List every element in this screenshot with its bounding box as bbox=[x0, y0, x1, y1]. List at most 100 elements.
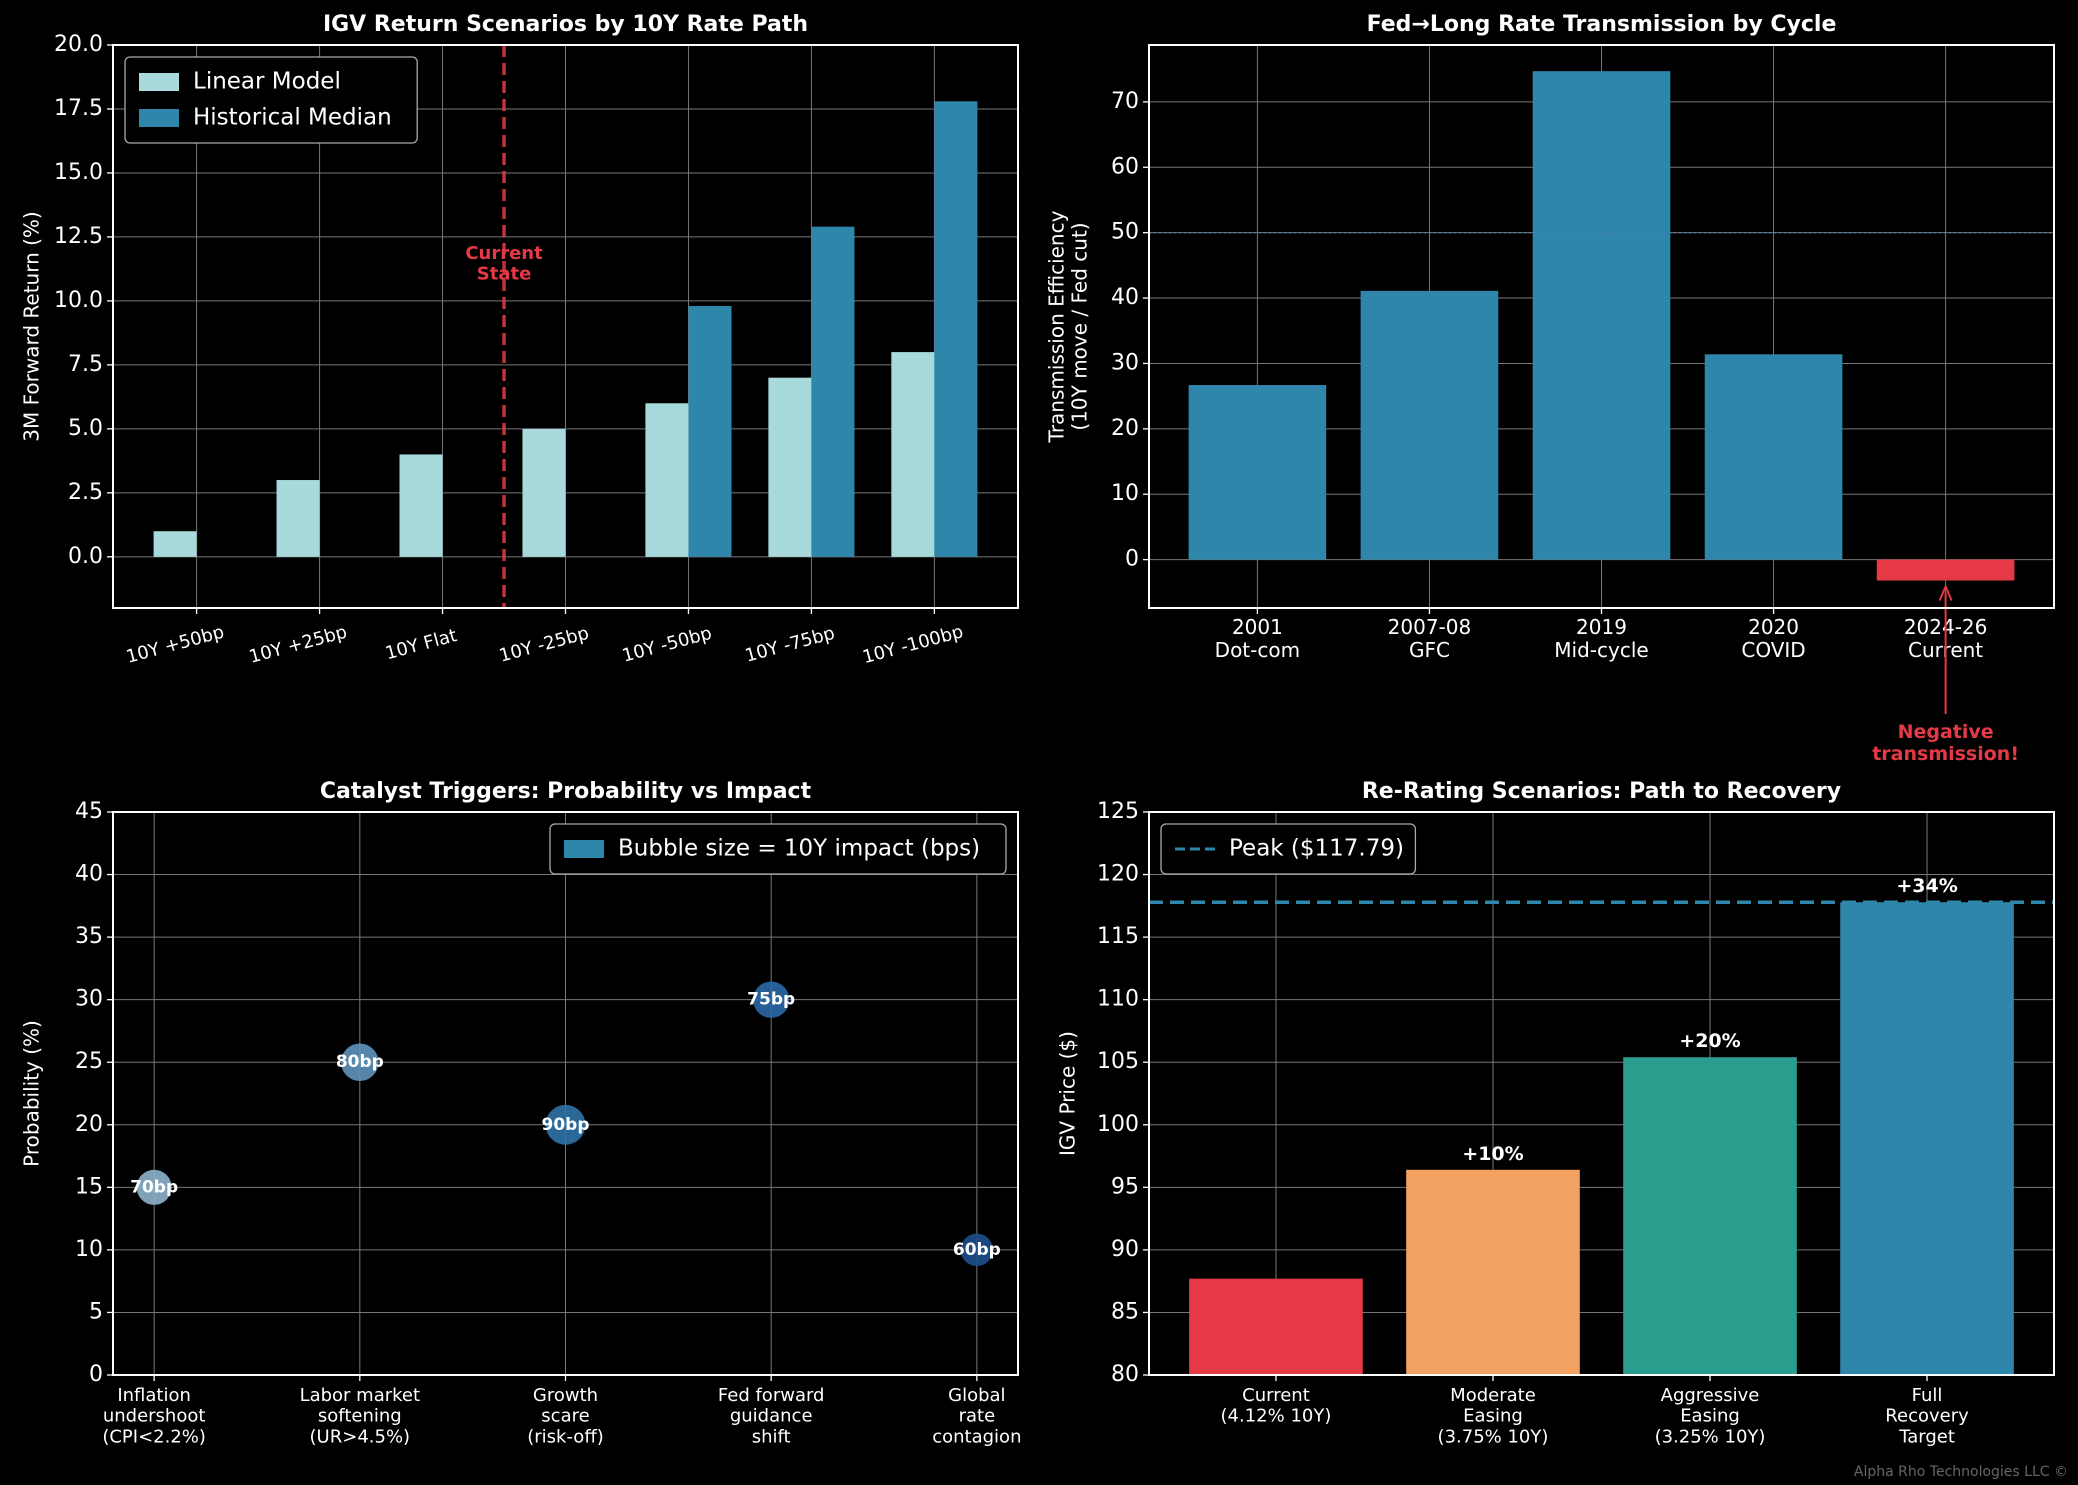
x-tick-label: Moderate Easing (3.75% 10Y) bbox=[1438, 1385, 1549, 1447]
bar bbox=[688, 306, 732, 557]
y-tick-label: 35 bbox=[75, 924, 103, 949]
y-tick-label: 100 bbox=[1097, 1112, 1139, 1137]
y-axis-label: 3M Forward Return (%) bbox=[20, 211, 44, 441]
x-tick-label: Global rate contagion bbox=[932, 1385, 1021, 1447]
bar bbox=[1876, 559, 2015, 581]
bar bbox=[153, 531, 197, 557]
bubble bbox=[136, 1169, 172, 1205]
bar bbox=[1406, 1169, 1580, 1375]
x-tick-label: 2019 Mid-cycle bbox=[1554, 615, 1648, 662]
bar bbox=[934, 101, 978, 557]
legend-box bbox=[1160, 823, 1417, 875]
y-tick-label: 115 bbox=[1097, 924, 1139, 949]
chart-title: Catalyst Triggers: Probability vs Impact bbox=[320, 779, 812, 804]
y-axis-label: Probability (%) bbox=[20, 1020, 44, 1167]
bar bbox=[399, 454, 443, 557]
bar-label: +10% bbox=[1462, 1143, 1523, 1165]
x-tick-label: Current (4.12% 10Y) bbox=[1221, 1385, 1332, 1427]
bubble-label: 60bp bbox=[953, 1240, 1001, 1260]
bar bbox=[276, 480, 320, 557]
y-tick-label: 30 bbox=[75, 987, 103, 1012]
y-tick-label: 5 bbox=[89, 1299, 103, 1324]
y-tick-label: 15.0 bbox=[54, 160, 103, 185]
bar-label: +20% bbox=[1679, 1030, 1740, 1052]
y-tick-label: 20.0 bbox=[54, 32, 103, 57]
y-tick-label: 0.0 bbox=[68, 544, 103, 569]
y-tick-label: 7.5 bbox=[68, 352, 103, 377]
x-tick-label: Labor market softening (UR>4.5%) bbox=[300, 1385, 421, 1447]
y-tick-label: 110 bbox=[1097, 987, 1139, 1012]
y-tick-label: 40 bbox=[75, 862, 103, 887]
y-tick-label: 2.5 bbox=[68, 480, 103, 505]
annotation: Current State bbox=[465, 243, 543, 285]
bubble-label: 70bp bbox=[130, 1177, 178, 1197]
y-tick-label: 10 bbox=[75, 1237, 103, 1262]
legend-box bbox=[549, 823, 1007, 875]
legend-swatch bbox=[139, 73, 179, 91]
y-tick-label: 17.5 bbox=[54, 96, 103, 121]
bubble-label: 75bp bbox=[747, 990, 795, 1010]
annotation: Negative transmission! bbox=[1872, 721, 2019, 765]
y-tick-label: 85 bbox=[1111, 1299, 1139, 1324]
y-tick-label: 25 bbox=[75, 1049, 103, 1074]
plot-frame bbox=[112, 44, 1019, 609]
legend-box bbox=[124, 56, 418, 144]
y-tick-label: 40 bbox=[1111, 285, 1139, 310]
x-tick-label: 2001 Dot-com bbox=[1215, 615, 1300, 662]
x-tick-label: 2007-08 GFC bbox=[1388, 615, 1472, 662]
legend-label: Bubble size = 10Y impact (bps) bbox=[618, 836, 980, 862]
y-tick-label: 90 bbox=[1111, 1237, 1139, 1262]
bubble bbox=[960, 1233, 994, 1267]
y-tick-label: 125 bbox=[1097, 799, 1139, 824]
legend-swatch bbox=[139, 109, 179, 127]
plot-frame bbox=[1148, 811, 2055, 1376]
y-tick-label: 80 bbox=[1111, 1362, 1139, 1387]
bar bbox=[1360, 290, 1499, 560]
y-tick-label: 0 bbox=[89, 1362, 103, 1387]
bar bbox=[1532, 71, 1671, 560]
bar bbox=[1188, 385, 1327, 560]
bubble-label: 80bp bbox=[336, 1052, 384, 1072]
y-tick-label: 5.0 bbox=[68, 416, 103, 441]
y-tick-label: 45 bbox=[75, 799, 103, 824]
x-tick-label: Inflation undershoot (CPI<2.2%) bbox=[102, 1385, 206, 1447]
x-tick-label: 2020 COVID bbox=[1741, 615, 1805, 662]
plot-frame bbox=[112, 811, 1019, 1376]
bar bbox=[1704, 354, 1843, 560]
footer: Alpha Rho Technologies LLC © bbox=[1854, 1464, 2068, 1480]
plot-frame bbox=[1148, 44, 2055, 609]
bar bbox=[1840, 902, 2014, 1375]
y-tick-label: 12.5 bbox=[54, 224, 103, 249]
bar bbox=[1189, 1278, 1363, 1375]
x-tick-label: Fed forward guidance shift bbox=[718, 1385, 825, 1447]
x-tick-label: Full Recovery Target bbox=[1885, 1385, 1969, 1447]
y-tick-label: 0 bbox=[1125, 547, 1139, 572]
bar bbox=[1623, 1057, 1797, 1375]
legend-label: Linear Model bbox=[193, 69, 341, 95]
y-tick-label: 10 bbox=[1111, 481, 1139, 506]
annotation-arrowhead bbox=[1938, 583, 1953, 601]
y-tick-label: 20 bbox=[75, 1112, 103, 1137]
y-tick-label: 105 bbox=[1097, 1049, 1139, 1074]
legend-swatch bbox=[564, 840, 604, 858]
bar bbox=[768, 377, 812, 557]
chart-title: IGV Return Scenarios by 10Y Rate Path bbox=[323, 12, 808, 37]
bubble bbox=[341, 1043, 379, 1082]
y-tick-label: 10.0 bbox=[54, 288, 103, 313]
y-tick-label: 30 bbox=[1111, 350, 1139, 375]
chart-title: Fed→Long Rate Transmission by Cycle bbox=[1367, 12, 1837, 37]
chart-title: Re-Rating Scenarios: Path to Recovery bbox=[1362, 779, 1841, 804]
bar-label: +34% bbox=[1896, 875, 1957, 897]
y-tick-label: 95 bbox=[1111, 1174, 1139, 1199]
bubble bbox=[545, 1104, 586, 1145]
legend-label: Historical Median bbox=[193, 105, 392, 131]
y-tick-label: 70 bbox=[1111, 89, 1139, 114]
bar bbox=[522, 428, 566, 557]
x-tick-label: Growth scare (risk-off) bbox=[527, 1385, 604, 1447]
bubble bbox=[752, 981, 790, 1018]
legend-label: Peak ($117.79) bbox=[1229, 836, 1404, 862]
bar bbox=[811, 226, 855, 557]
y-tick-label: 50 bbox=[1111, 220, 1139, 245]
x-tick-label: Aggressive Easing (3.25% 10Y) bbox=[1655, 1385, 1766, 1447]
